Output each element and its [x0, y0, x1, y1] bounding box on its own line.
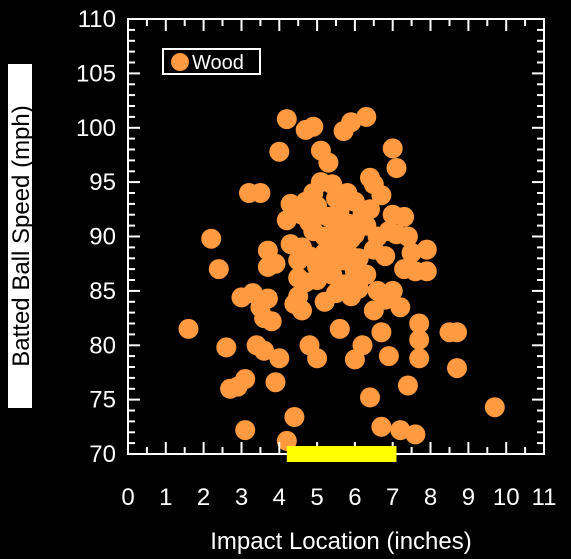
data-point — [356, 264, 377, 285]
data-point — [360, 387, 380, 408]
data-point — [447, 322, 467, 343]
y-tick-label: 85 — [89, 278, 116, 305]
data-point — [292, 300, 312, 321]
data-point — [416, 261, 437, 282]
x-tick-label: 0 — [121, 484, 134, 511]
data-point — [409, 348, 430, 369]
data-point — [447, 358, 467, 379]
data-point — [276, 430, 297, 451]
data-point — [307, 348, 328, 369]
data-point — [254, 340, 275, 361]
y-axis-title-box — [8, 64, 32, 408]
data-point — [397, 375, 418, 396]
y-tick-label: 110 — [78, 6, 116, 33]
data-point — [375, 246, 396, 267]
data-point — [382, 138, 403, 159]
data-point — [390, 297, 411, 318]
data-point — [416, 239, 437, 260]
data-point — [201, 228, 222, 249]
data-point — [261, 311, 282, 332]
y-tick-label: 80 — [89, 332, 116, 359]
data-point — [216, 337, 237, 358]
y-tick-label: 70 — [89, 441, 116, 468]
data-point — [390, 420, 411, 441]
y-tick-label: 100 — [76, 115, 116, 142]
data-point — [484, 397, 505, 418]
ticks-layer — [127, 18, 545, 455]
y-tick-label: 95 — [89, 169, 116, 196]
x-tick-label: 4 — [273, 484, 286, 511]
data-point — [341, 112, 362, 133]
y-axis-title-group: Batted Ball Speed (mph) — [8, 64, 35, 408]
data-point — [269, 141, 290, 162]
x-tick-label: 8 — [424, 484, 437, 511]
data-point — [360, 199, 380, 220]
data-point — [307, 270, 328, 290]
data-point — [397, 226, 418, 247]
data-point — [405, 424, 426, 445]
legend-marker — [171, 53, 189, 71]
data-point — [371, 185, 392, 206]
x-tick-label: 3 — [235, 484, 248, 511]
legend-label: Wood — [192, 52, 244, 74]
data-point — [409, 313, 430, 334]
legend: Wood — [162, 48, 261, 75]
data-point — [250, 183, 271, 203]
data-point — [303, 116, 324, 137]
data-point — [394, 206, 415, 227]
x-axis-title: Impact Location (inches) — [210, 528, 471, 555]
data-point — [276, 210, 297, 231]
x-tick-label: 1 — [159, 484, 172, 511]
y-tick-label: 90 — [89, 224, 116, 251]
data-point — [329, 318, 350, 339]
data-point — [265, 253, 286, 274]
x-tick-label: 10 — [493, 484, 520, 511]
data-point — [265, 372, 286, 393]
x-tick-label: 11 — [532, 484, 557, 511]
y-tick-label: 105 — [76, 60, 116, 87]
data-point — [348, 248, 369, 269]
x-tick-label: 9 — [462, 484, 475, 511]
x-tick-label: 7 — [386, 484, 399, 511]
data-point — [356, 106, 377, 127]
points-layer — [178, 106, 505, 451]
data-point — [178, 318, 199, 339]
tick-labels-layer: 0 1 2 3 4 5 6 7 8 9 10 11 70 75 80 85 90 95 100 105 110 — [76, 6, 557, 511]
data-point — [257, 288, 278, 309]
data-point — [382, 280, 403, 301]
data-point — [284, 407, 305, 427]
data-point — [401, 242, 422, 263]
data-point — [235, 369, 256, 389]
data-point — [378, 346, 399, 367]
y-axis-title: Batted Ball Speed (mph) — [8, 105, 35, 366]
data-point — [318, 152, 339, 173]
data-point — [386, 158, 407, 178]
data-point — [208, 259, 229, 280]
x-tick-label: 6 — [348, 484, 361, 511]
data-point — [409, 329, 430, 350]
x-tick-label: 5 — [310, 484, 323, 511]
data-point — [235, 420, 256, 441]
data-point — [269, 348, 290, 369]
data-point — [371, 322, 392, 343]
data-point — [352, 335, 373, 356]
data-point — [276, 109, 297, 130]
x-tick-label: 2 — [197, 484, 210, 511]
data-point — [371, 416, 392, 437]
y-tick-label: 75 — [89, 387, 116, 414]
sweet-spot-bar — [286, 446, 397, 462]
